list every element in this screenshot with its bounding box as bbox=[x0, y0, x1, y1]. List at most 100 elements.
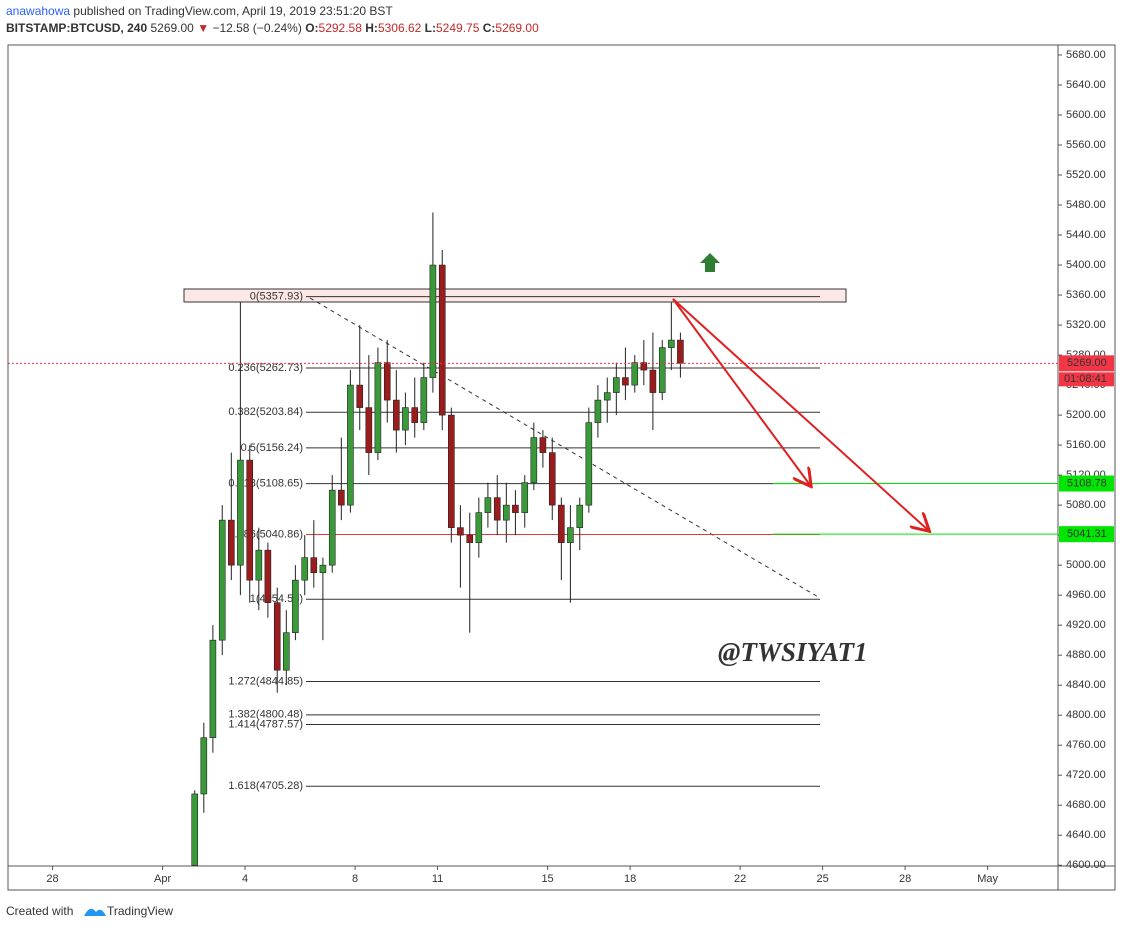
fib-label: 0.5(5156.24) bbox=[241, 442, 303, 454]
y-tick-label: 5200.00 bbox=[1066, 409, 1106, 421]
y-tick-label: 4720.00 bbox=[1066, 769, 1106, 781]
close-key: C: bbox=[483, 21, 496, 35]
plot-area: 0(5357.93) 0.236(5262.73) 0.382(5203.84) 0.… bbox=[183, 212, 847, 866]
candle-body bbox=[237, 459, 244, 566]
x-tick-label: May bbox=[977, 873, 998, 885]
last-price: 5269.00 bbox=[150, 21, 194, 35]
price-tag bbox=[1059, 526, 1114, 543]
high-key: H: bbox=[365, 21, 378, 35]
y-tick-label: 4760.00 bbox=[1066, 739, 1106, 751]
candle-body bbox=[631, 362, 639, 386]
x-tick-label: 8 bbox=[352, 873, 358, 885]
candle-body bbox=[255, 549, 263, 581]
fib-label: 0(5357.93) bbox=[250, 291, 303, 303]
candle-body bbox=[411, 407, 419, 423]
fib-label: 1(4954.56) bbox=[250, 593, 303, 605]
candle-body bbox=[273, 602, 281, 671]
y-tick-label: 5160.00 bbox=[1066, 439, 1106, 451]
x-tick-label: Apr bbox=[154, 873, 171, 885]
author[interactable]: anawahowa bbox=[6, 4, 70, 18]
up-arrow-icon bbox=[700, 253, 720, 272]
y-tick-label: 4680.00 bbox=[1066, 799, 1106, 811]
candle-body bbox=[658, 347, 666, 393]
projection-arrow bbox=[672, 298, 928, 530]
y-tick-label: 4600.00 bbox=[1066, 859, 1106, 871]
candle-body bbox=[393, 399, 400, 431]
change: −12.58 (−0.24%) bbox=[212, 21, 301, 35]
candle-body bbox=[512, 504, 519, 513]
candle-body bbox=[466, 534, 474, 543]
open-key: O: bbox=[305, 21, 318, 35]
candle-body bbox=[374, 362, 382, 453]
high-value: 5306.62 bbox=[378, 21, 422, 35]
resistance-box bbox=[183, 288, 847, 303]
low-key: L: bbox=[425, 21, 436, 35]
y-tick-label: 5560.00 bbox=[1066, 139, 1106, 151]
fib-label: 1.382(4800.48) bbox=[228, 709, 303, 721]
candle-body bbox=[383, 362, 391, 401]
candle-body bbox=[475, 512, 483, 543]
candle-body bbox=[558, 504, 565, 543]
candle-body bbox=[668, 339, 675, 348]
header-line-1: anawahowa published on TradingView.com, … bbox=[6, 4, 393, 18]
candle-body bbox=[228, 519, 235, 566]
candle-body bbox=[640, 362, 648, 371]
candle-body bbox=[677, 339, 684, 364]
price-tag-label: 5108.78 bbox=[1067, 477, 1107, 489]
candle-body bbox=[283, 632, 290, 671]
candle-body bbox=[548, 452, 556, 506]
down-icon: ▼ bbox=[197, 21, 209, 35]
y-tick-label: 5520.00 bbox=[1066, 169, 1106, 181]
countdown-tag bbox=[1059, 372, 1114, 387]
candle-body bbox=[292, 579, 299, 633]
fib-label: 0.236(5262.73) bbox=[228, 362, 303, 374]
y-tick-label: 5680.00 bbox=[1066, 49, 1106, 61]
x-tick-label: 25 bbox=[816, 873, 828, 885]
candle-body bbox=[209, 639, 217, 739]
candle-body bbox=[576, 504, 584, 528]
candle-body bbox=[200, 737, 208, 795]
y-tick-label: 4840.00 bbox=[1066, 679, 1106, 691]
candle-body bbox=[347, 384, 354, 506]
drawings bbox=[672, 253, 928, 530]
candle-body bbox=[328, 489, 336, 566]
x-tick-label: 18 bbox=[624, 873, 636, 885]
price-tag bbox=[1059, 475, 1114, 492]
y-tick-label: 5360.00 bbox=[1066, 289, 1106, 301]
candle-body bbox=[539, 437, 547, 453]
candle-body bbox=[356, 384, 364, 408]
x-tick-label: 4 bbox=[242, 873, 248, 885]
y-tick-label: 4960.00 bbox=[1066, 589, 1106, 601]
x-tick-label: 15 bbox=[541, 873, 553, 885]
symbol: BITSTAMP:BTCUSD, 240 bbox=[6, 21, 147, 35]
price-tag bbox=[1059, 355, 1114, 372]
candle-body bbox=[503, 504, 510, 521]
y-tick-label: 4640.00 bbox=[1066, 829, 1106, 841]
projection-arrow bbox=[672, 298, 810, 485]
y-tick-label: 5400.00 bbox=[1066, 259, 1106, 271]
close-value: 5269.00 bbox=[495, 21, 539, 35]
tradingview-logo bbox=[84, 908, 106, 916]
trend-line bbox=[309, 297, 821, 599]
candle-body bbox=[622, 377, 629, 386]
price-tag-label: 5269.00 bbox=[1067, 357, 1107, 369]
y-tick-label: 4800.00 bbox=[1066, 709, 1106, 721]
y-tick-label: 5480.00 bbox=[1066, 199, 1106, 211]
published: published on TradingView.com, April 19, … bbox=[73, 4, 393, 18]
watermark: @TWSIYAT1 bbox=[718, 637, 868, 667]
candle-body bbox=[484, 497, 492, 513]
candle-body bbox=[319, 564, 327, 573]
countdown: 01:08:41 bbox=[1064, 373, 1107, 385]
candle-body bbox=[594, 399, 602, 423]
y-tick-label: 5640.00 bbox=[1066, 79, 1106, 91]
candle-body bbox=[448, 414, 455, 528]
x-tick-label: 28 bbox=[899, 873, 911, 885]
y-tick-label: 5440.00 bbox=[1066, 229, 1106, 241]
y-tick-label: 5080.00 bbox=[1066, 499, 1106, 511]
candle-body bbox=[264, 549, 272, 603]
candle-body bbox=[402, 407, 409, 431]
candle-body bbox=[603, 392, 611, 401]
footer-brand[interactable]: TradingView bbox=[107, 904, 173, 918]
